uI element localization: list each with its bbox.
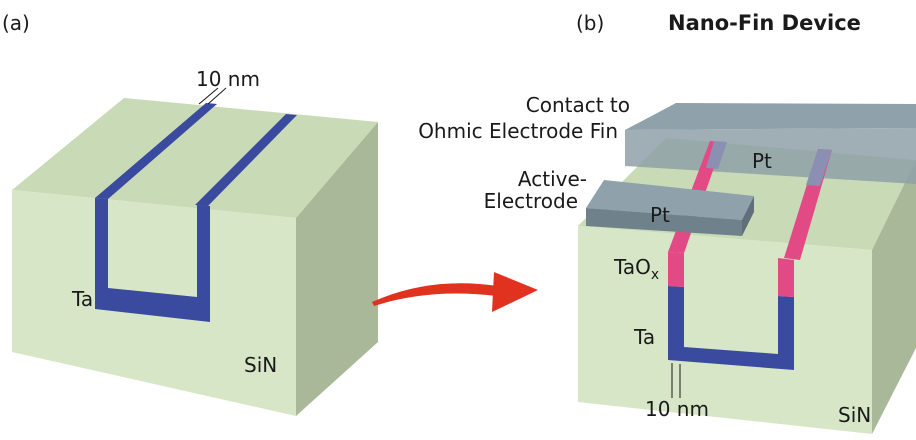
substrate-b-side (872, 160, 916, 434)
ta-trench-a (95, 198, 210, 322)
pt-contact-top (625, 103, 916, 130)
ta-trench-b (668, 286, 794, 370)
panel-b: (b) Nano-Fin Device Contact to Ohmic Ele… (418, 11, 916, 434)
active-label-line1: Active- (518, 167, 587, 191)
active-label-line2: Electrode (484, 189, 578, 213)
pt-overlap-right (806, 149, 832, 186)
contact-label-line1: Contact to (526, 93, 630, 117)
pt-active-side (742, 196, 754, 236)
arrow-head (492, 272, 538, 312)
substrate-a-top (12, 98, 378, 218)
ta-stripe-a-left-top (95, 103, 217, 199)
pt-active-top (586, 180, 754, 220)
taox-left-vertical (668, 252, 684, 287)
substrate-label-b: SiN (838, 403, 871, 427)
pt-active-front (586, 208, 742, 236)
arrow-shaft (372, 283, 498, 306)
dimension-label-a: 10 nm (196, 67, 260, 91)
pt-label-active: Pt (650, 203, 670, 227)
dimension-label-b: 10 nm (645, 397, 709, 421)
oxide-label-subscript: x (651, 267, 659, 283)
panel-b-title: Nano-Fin Device (668, 11, 861, 35)
substrate-a-side (296, 122, 378, 416)
panel-b-label: (b) (576, 11, 604, 35)
dimension-line-a-1 (198, 87, 219, 105)
substrate-label-a: SiN (244, 353, 277, 377)
pt-label-top: Pt (752, 149, 772, 173)
substrate-b-front (578, 226, 872, 434)
contact-label-line2: Ohmic Electrode Fin (418, 119, 618, 143)
pt-contact-front (625, 128, 916, 184)
panel-a-label: (a) (2, 11, 30, 35)
metal-label-b: Ta (633, 325, 655, 349)
dimension-line-a-2 (207, 87, 227, 105)
metal-label-a: Ta (71, 287, 93, 311)
panel-a: (a) 10 nm Ta SiN (2, 11, 378, 416)
pt-overlap-left (706, 141, 727, 169)
oxide-label: TaOx (613, 255, 659, 283)
transition-arrow (372, 272, 538, 312)
ta-stripe-a-right-top (195, 114, 297, 206)
oxide-label-main: TaO (613, 255, 651, 279)
taox-right-vertical (778, 258, 794, 297)
